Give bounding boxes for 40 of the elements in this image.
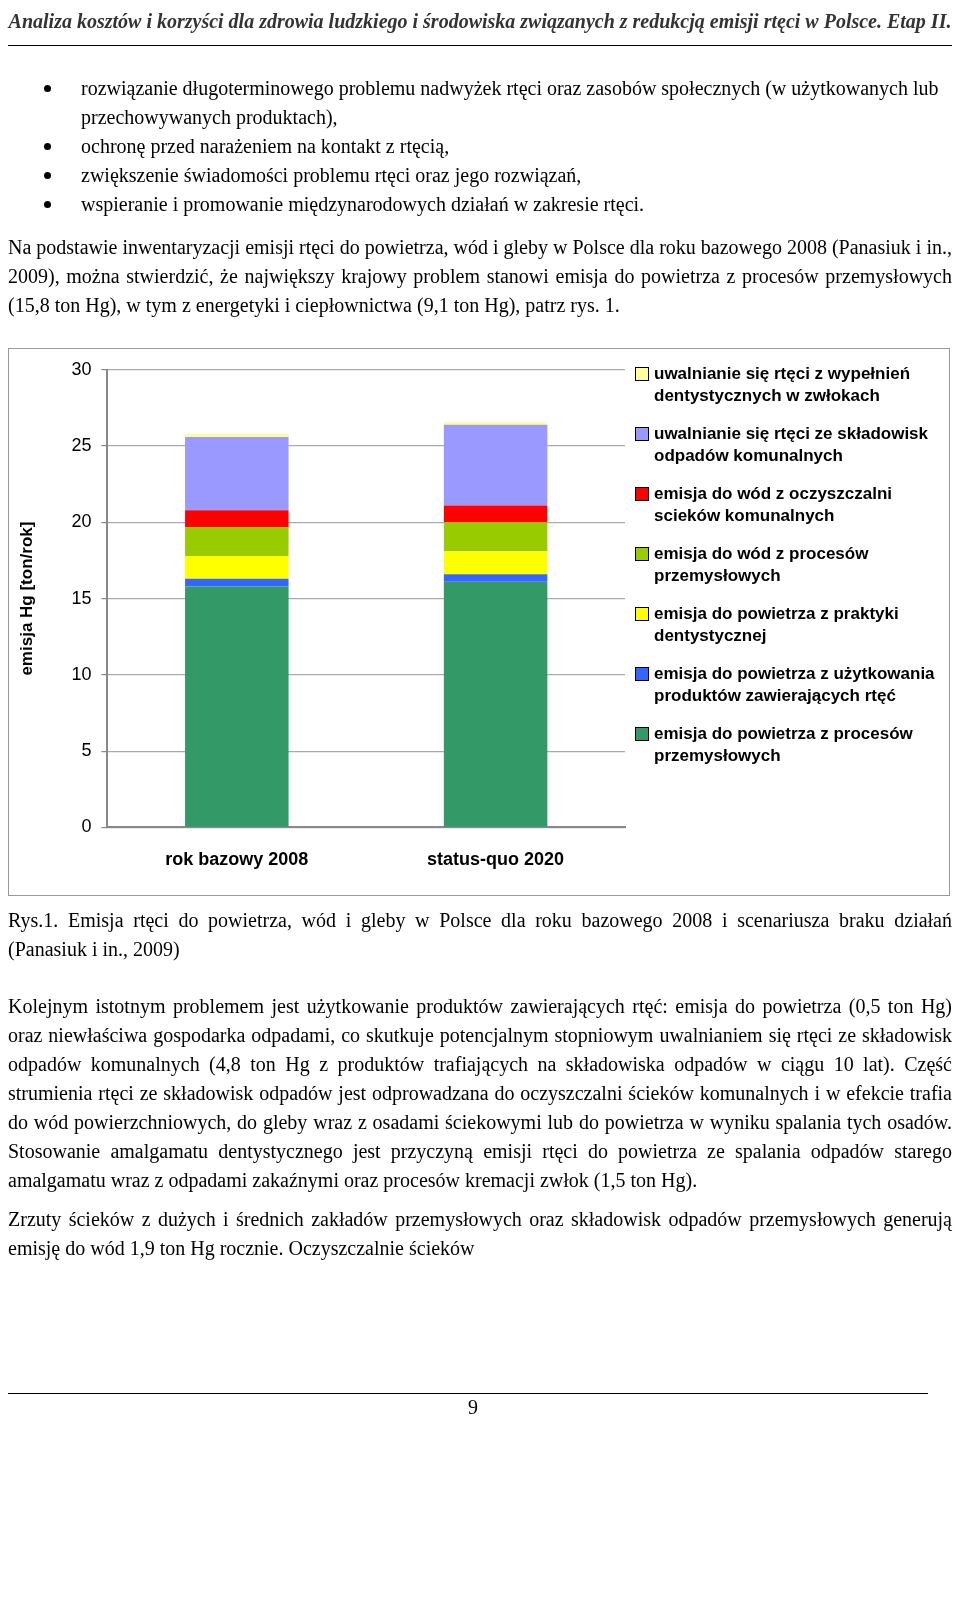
text: Rys.1. Emisja rtęci do powietrza, wód i gleby w Polsce dla roku bazowego 2008 i scenariusza braku działań (Panasiuk i in., 2009)	[8, 908, 952, 963]
text: Zrzuty ścieków z dużych i średnich zakładów przemysłowych oraz składowisk odpadów przemysłowych generują emisję do wód 1,9 ton Hg rocznie. Oczyszczalnie ścieków	[8, 1207, 952, 1262]
y-tick-label: 20	[71, 511, 92, 532]
text: ochronę przed narażeniem na kontakt z rtęcią,	[81, 134, 450, 160]
bar	[443, 522, 548, 552]
legend-label: emisja do powietrza z procesów przemysłowych	[654, 723, 914, 767]
legend-label: emisja do wód z oczyszczalni scieków komunalnych	[654, 483, 894, 527]
bar	[443, 581, 548, 827]
bar	[443, 551, 548, 575]
bar	[185, 586, 289, 827]
text: zwiększenie świadomości problemu rtęci oraz jego rozwiązań,	[81, 163, 582, 189]
bar	[185, 555, 289, 579]
chart-title: Analiza kosztów i korzyści dla zdrowia ludzkiego i środowiska związanych z redukcją emisji rtęci w Polsce. Etap II.	[8, 8, 952, 46]
text: 9	[468, 1396, 478, 1418]
legend-label: emisja do powietrza z użytkowania produktów zawierających rtęć	[654, 663, 935, 707]
bar	[185, 510, 289, 527]
bar	[185, 578, 289, 587]
bar	[443, 574, 548, 582]
legend-label: uwalnianie się rtęci ze składowisk odpadów komunalnych	[654, 423, 929, 467]
y-tick-label: 5	[81, 740, 92, 761]
text: wspieranie i promowanie międzynarodowych działań w zakresie rtęci.	[81, 192, 645, 218]
bar	[185, 436, 289, 511]
text: Na podstawie inwentaryzacji emisji rtęci do powietrza, wód i gleby w Polsce dla roku bazowego 2008 (Panasiuk i in., 2009), można stwierdzić, że największy krajowy problem stanowi emisja do powietrza z procesów przemysłowych (15,8 ton Hg), w tym z energetyki i ciepłownictwa (9,1 ton Hg), patrz rys. 1.	[8, 235, 952, 319]
x-tick-label: rok bazowy 2008	[165, 849, 309, 870]
legend-label: emisja do powietrza z praktyki dentystycznej	[654, 603, 900, 647]
legend-label: emisja do wód z procesów przemysłowych	[654, 543, 870, 587]
y-tick-label: 15	[71, 587, 92, 608]
bar	[185, 433, 289, 437]
y-tick-label: 30	[71, 358, 92, 379]
bar	[443, 424, 548, 506]
bar	[443, 505, 548, 523]
x-tick-label: status-quo 2020	[427, 849, 565, 870]
y-axis-title: emisja Hg [ton/rok]	[16, 521, 36, 676]
bar	[185, 526, 289, 556]
text: Kolejnym istotnym problemem jest użytkowanie produktów zawierających rtęć: emisja do powietrza (0,5 ton Hg) oraz niewłaściwa gospodarka odpadami, co skutkuje potencjalnym stopniowym uwalnianiem się rtęci ze składowisk odpadów komunalnych (4,8 ton Hg z produktów trafiających na składowiska odpadów w ciągu 10 lat). Część strumienia rtęci ze składowisk odpadów jest odprowadzana do oczyszczalni ścieków komunalnych i w efekcie trafia do wód powierzchniowych, do gleby wraz z osadami ściekowymi lub do powietrza w wyniku spalania tych osadów. Stosowanie amalgamatu dentystycznego jest przyczyną emisji rtęci do powietrza ze spalania odpadów starego amalgamatu wraz z odpadami zakaźnymi oraz procesów kremacji zwłok (1,5 ton Hg).	[8, 994, 952, 1194]
legend-label: uwalnianie się rtęci z wypełnień dentystycznych w zwłokach	[654, 363, 912, 407]
y-tick-label: 25	[71, 435, 92, 456]
bar	[443, 421, 548, 425]
y-tick-label: 0	[81, 816, 92, 837]
y-tick-label: 10	[71, 663, 92, 684]
